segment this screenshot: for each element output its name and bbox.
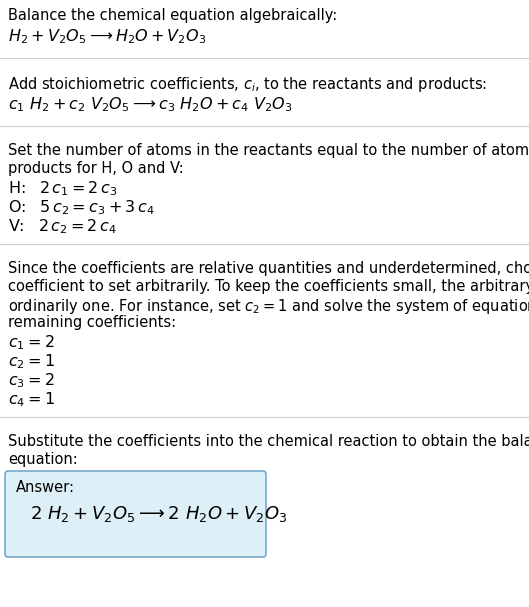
Text: $2\ H_2 + V_2O_5 \longrightarrow 2\ H_2O + V_2O_3$: $2\ H_2 + V_2O_5 \longrightarrow 2\ H_2O…	[30, 504, 287, 524]
Text: $c_3 = 2$: $c_3 = 2$	[8, 371, 54, 390]
Text: Set the number of atoms in the reactants equal to the number of atoms in the: Set the number of atoms in the reactants…	[8, 143, 529, 158]
Text: Answer:: Answer:	[16, 480, 75, 495]
Text: Add stoichiometric coefficients, $c_i$, to the reactants and products:: Add stoichiometric coefficients, $c_i$, …	[8, 75, 487, 94]
FancyBboxPatch shape	[5, 471, 266, 557]
Text: remaining coefficients:: remaining coefficients:	[8, 315, 176, 330]
Text: $c_1 = 2$: $c_1 = 2$	[8, 333, 54, 351]
Text: $H_2 + V_2O_5 \longrightarrow H_2O + V_2O_3$: $H_2 + V_2O_5 \longrightarrow H_2O + V_2…	[8, 27, 206, 46]
Text: O: $\;\;5\,c_2 = c_3 + 3\,c_4$: O: $\;\;5\,c_2 = c_3 + 3\,c_4$	[8, 198, 154, 217]
Text: ordinarily one. For instance, set $c_2 = 1$ and solve the system of equations fo: ordinarily one. For instance, set $c_2 =…	[8, 297, 529, 316]
Text: $c_2 = 1$: $c_2 = 1$	[8, 352, 55, 371]
Text: products for H, O and V:: products for H, O and V:	[8, 161, 184, 176]
Text: equation:: equation:	[8, 452, 78, 467]
Text: V: $\;\;2\,c_2 = 2\,c_4$: V: $\;\;2\,c_2 = 2\,c_4$	[8, 217, 117, 236]
Text: Substitute the coefficients into the chemical reaction to obtain the balanced: Substitute the coefficients into the che…	[8, 434, 529, 449]
Text: coefficient to set arbitrarily. To keep the coefficients small, the arbitrary va: coefficient to set arbitrarily. To keep …	[8, 279, 529, 294]
Text: $c_1\ H_2 + c_2\ V_2O_5 \longrightarrow c_3\ H_2O + c_4\ V_2O_3$: $c_1\ H_2 + c_2\ V_2O_5 \longrightarrow …	[8, 95, 293, 114]
Text: Since the coefficients are relative quantities and underdetermined, choose a: Since the coefficients are relative quan…	[8, 261, 529, 276]
Text: Balance the chemical equation algebraically:: Balance the chemical equation algebraica…	[8, 8, 338, 23]
Text: H: $\;\;2\,c_1 = 2\,c_3$: H: $\;\;2\,c_1 = 2\,c_3$	[8, 179, 117, 198]
Text: $c_4 = 1$: $c_4 = 1$	[8, 390, 55, 409]
